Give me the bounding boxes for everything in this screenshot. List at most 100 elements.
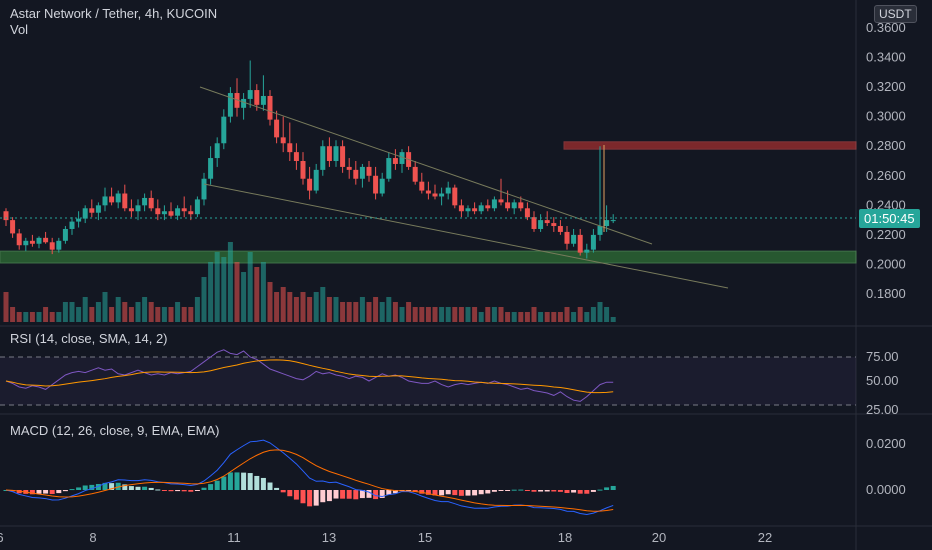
macd-hist-bar xyxy=(524,490,530,491)
volume-bar xyxy=(557,312,563,322)
volume-bar xyxy=(571,312,577,322)
macd-hist-bar xyxy=(69,489,75,491)
macd-hist-bar xyxy=(254,475,260,490)
candle xyxy=(95,202,101,221)
macd-tick: 0.0200 xyxy=(866,436,906,451)
macd-hist-bar xyxy=(82,485,88,490)
candle xyxy=(564,226,570,250)
macd-hist-bar xyxy=(201,487,207,490)
chart-title: Astar Network / Tether, 4h, KUCOIN xyxy=(10,6,218,21)
volume-bar xyxy=(610,317,616,322)
candle xyxy=(320,140,326,176)
macd-hist-bar xyxy=(584,490,590,494)
volume-bar xyxy=(498,307,504,322)
candle xyxy=(168,202,174,218)
candle xyxy=(23,237,29,252)
volume-bar xyxy=(320,287,326,322)
macd-hist-bar xyxy=(511,489,517,491)
macd-hist-bar xyxy=(168,490,174,492)
volume-bar xyxy=(36,312,42,322)
volume-bar xyxy=(465,307,471,322)
macd-hist-bar xyxy=(128,486,134,490)
volume-bar xyxy=(161,307,167,322)
volume-bar xyxy=(491,307,497,322)
price-tick: 0.3400 xyxy=(866,50,906,65)
volume-bar xyxy=(188,307,194,322)
candle xyxy=(313,163,319,194)
volume-bar xyxy=(399,307,405,322)
candle xyxy=(128,199,134,218)
macd-hist-bar xyxy=(208,484,214,490)
volume-bar xyxy=(227,242,233,322)
volume-bar xyxy=(214,252,220,322)
candle xyxy=(544,211,550,227)
candle xyxy=(135,199,141,221)
macd-hist-bar xyxy=(89,484,95,490)
rsi-axis: 75.00 50.00 25.00 xyxy=(866,349,899,417)
rsi-ma-line xyxy=(5,359,614,394)
candle xyxy=(148,190,154,212)
candle xyxy=(511,199,517,215)
signal-line xyxy=(5,449,614,512)
volume-bar xyxy=(89,307,95,322)
candle xyxy=(425,181,431,200)
candle xyxy=(69,217,75,235)
volume-bar xyxy=(524,312,530,322)
price-tick: 0.2400 xyxy=(866,197,906,212)
candle xyxy=(194,196,200,218)
volume-bar xyxy=(590,307,596,322)
macd-hist-bar xyxy=(333,490,339,499)
macd-hist-bar xyxy=(472,490,478,496)
macd-hist-bar xyxy=(445,490,451,495)
macd-hist-bar xyxy=(320,490,326,503)
resistance-zone xyxy=(563,141,857,150)
upper-trendline xyxy=(199,86,653,245)
macd-hist-bar xyxy=(346,490,352,499)
macd-hist-bar xyxy=(274,487,280,490)
volume-bar xyxy=(43,307,49,322)
candle xyxy=(465,205,471,218)
volume-bar xyxy=(551,312,557,322)
candle xyxy=(307,166,313,200)
macd-hist-bar xyxy=(366,490,372,498)
volume-bar xyxy=(181,307,187,322)
volume-bar xyxy=(511,312,517,322)
macd-hist-bar xyxy=(564,490,570,494)
macd-hist-bar xyxy=(604,487,610,490)
candle xyxy=(293,143,299,170)
volume-bar xyxy=(346,302,352,322)
macd-hist-bar xyxy=(498,490,504,491)
macd-hist-bar xyxy=(267,482,273,490)
candle xyxy=(201,172,207,206)
volume-label: Vol xyxy=(10,22,29,37)
candle xyxy=(181,196,187,218)
macd-hist-bar xyxy=(359,490,365,499)
macd-hist-bar xyxy=(287,490,293,497)
currency-badge[interactable]: USDT xyxy=(874,5,917,23)
candle xyxy=(373,166,379,200)
rsi-tick: 25.00 xyxy=(866,402,899,417)
volume-bar xyxy=(56,312,62,322)
candle xyxy=(386,152,392,182)
volume-bar xyxy=(175,302,181,322)
volume-bar xyxy=(122,302,128,322)
candle xyxy=(247,60,253,108)
volume-bar xyxy=(135,302,141,322)
candle xyxy=(392,149,398,170)
volume-bar xyxy=(313,292,319,322)
price-tick: 0.1800 xyxy=(866,286,906,301)
volume-bar xyxy=(254,267,260,322)
macd-hist-bar xyxy=(76,487,82,490)
candle xyxy=(478,202,484,215)
candle xyxy=(353,161,359,185)
macd-axis: 0.0200 0.0000 xyxy=(866,436,906,497)
macd-hist-bar xyxy=(280,490,286,493)
volume-bar xyxy=(392,302,398,322)
candle xyxy=(610,214,616,224)
candle xyxy=(155,199,161,221)
candle xyxy=(82,205,88,224)
volume-bar xyxy=(280,287,286,322)
candles-layer xyxy=(3,60,616,259)
volume-bar xyxy=(386,297,392,322)
